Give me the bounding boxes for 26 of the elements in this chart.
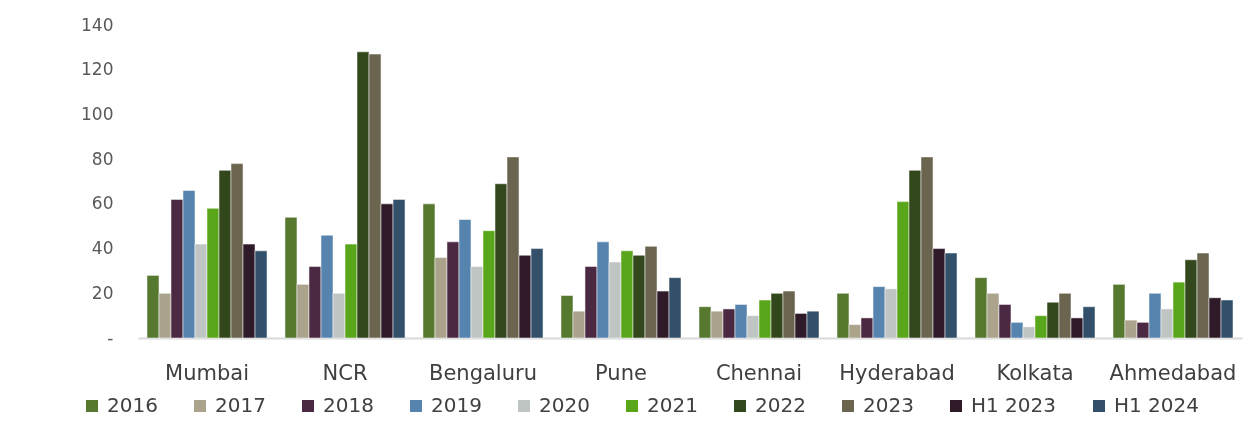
legend-label: 2018 [323, 393, 374, 417]
y-tick-label: 100 [81, 103, 114, 124]
legend-label: 2021 [647, 393, 698, 417]
x-tick-label: Ahmedabad [1109, 360, 1237, 385]
legend-label: 2017 [215, 393, 266, 417]
x-tick-label: Hyderabad [839, 360, 955, 385]
legend-label: H1 2023 [971, 393, 1057, 417]
x-tick-label: Kolkata [996, 360, 1074, 385]
x-tick-label: Mumbai [165, 360, 249, 385]
y-tick-label: 120 [81, 59, 114, 80]
y-tick-label: 40 [91, 238, 114, 259]
y-tick-label: - [107, 327, 114, 348]
x-tick-label: Pune [595, 360, 647, 385]
x-tick-label: NCR [322, 360, 368, 385]
x-tick-label: Bengaluru [429, 360, 537, 385]
legend-label: 2022 [755, 393, 806, 417]
x-tick-label: Chennai [715, 360, 803, 385]
legend-label: 2016 [107, 393, 158, 417]
y-tick-label: 20 [91, 282, 114, 303]
y-tick-label: 60 [91, 193, 114, 214]
y-tick-label: 80 [91, 148, 114, 169]
legend-label: 2019 [431, 393, 482, 417]
y-tick-label: 140 [81, 14, 114, 35]
legend-label: H1 2024 [1114, 393, 1200, 417]
legend-label: 2020 [539, 393, 590, 417]
legend-label: 2023 [863, 393, 914, 417]
